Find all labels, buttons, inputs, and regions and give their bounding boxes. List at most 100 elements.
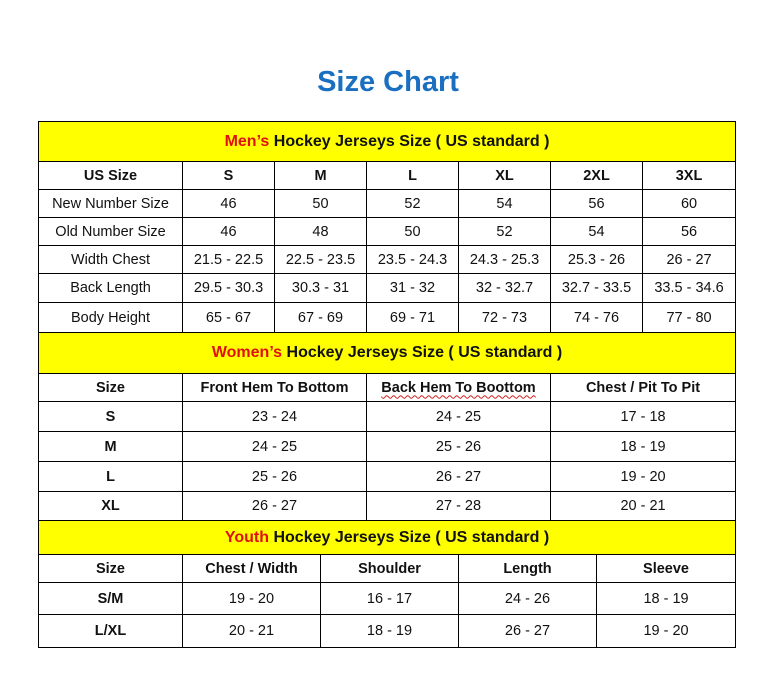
table-cell: 56 bbox=[550, 189, 643, 218]
table-cell: 20 - 21 bbox=[182, 614, 321, 648]
table-row: Old Number Size 46 48 50 52 54 56 bbox=[38, 217, 737, 246]
table-cell: 23.5 - 24.3 bbox=[366, 245, 459, 274]
column-header: Size bbox=[38, 554, 183, 583]
table-cell: 32 - 32.7 bbox=[458, 273, 551, 303]
row-label: XL bbox=[38, 491, 183, 521]
table-cell: 24 - 25 bbox=[182, 431, 367, 462]
table-cell: 24.3 - 25.3 bbox=[458, 245, 551, 274]
table-cell: 25 - 26 bbox=[182, 461, 367, 492]
table-row: New Number Size 46 50 52 54 56 60 bbox=[38, 189, 737, 218]
table-cell: 19 - 20 bbox=[182, 582, 321, 615]
table-cell: 23 - 24 bbox=[182, 401, 367, 432]
table-cell: 46 bbox=[182, 189, 275, 218]
row-label: Width Chest bbox=[38, 245, 183, 274]
table-cell: 18 - 19 bbox=[549, 431, 737, 462]
column-header: XL bbox=[458, 161, 551, 190]
column-header-text: Back Hem To Boottom bbox=[381, 379, 536, 396]
row-label: Old Number Size bbox=[38, 217, 183, 246]
mens-header-row: US Size S M L XL 2XL 3XL bbox=[38, 161, 737, 190]
row-label: L/XL bbox=[38, 614, 183, 648]
table-cell: 27 - 28 bbox=[366, 491, 551, 521]
column-header: Sleeve bbox=[595, 554, 737, 583]
table-row: S/M 19 - 20 16 - 17 24 - 26 18 - 19 bbox=[38, 582, 737, 615]
table-cell: 24 - 25 bbox=[366, 401, 551, 432]
row-label: Back Length bbox=[38, 273, 183, 303]
column-header: Length bbox=[458, 554, 597, 583]
table-cell: 21.5 - 22.5 bbox=[182, 245, 275, 274]
youth-title-rest: Hockey Jerseys Size ( US standard ) bbox=[269, 528, 550, 546]
youth-section-title: Youth Hockey Jerseys Size ( US standard … bbox=[37, 520, 737, 555]
womens-size-table: Women’s Hockey Jerseys Size ( US standar… bbox=[37, 332, 737, 521]
table-cell: 30.3 - 31 bbox=[274, 273, 367, 303]
table-row: XL 26 - 27 27 - 28 20 - 21 bbox=[38, 491, 737, 521]
table-cell: 25 - 26 bbox=[366, 431, 551, 462]
column-header: US Size bbox=[38, 161, 183, 190]
table-row: M 24 - 25 25 - 26 18 - 19 bbox=[38, 431, 737, 462]
table-row: Back Length 29.5 - 30.3 30.3 - 31 31 - 32 32… bbox=[38, 273, 737, 303]
table-cell: 26 - 27 bbox=[182, 491, 367, 521]
youth-title-highlight: Youth bbox=[224, 528, 270, 546]
column-header: M bbox=[274, 161, 367, 190]
womens-title-rest: Hockey Jerseys Size ( US standard ) bbox=[282, 344, 563, 361]
mens-title-rest: Hockey Jerseys Size ( US standard ) bbox=[269, 132, 550, 150]
table-cell: 32.7 - 33.5 bbox=[550, 273, 643, 303]
table-cell: 31 - 32 bbox=[366, 273, 459, 303]
table-cell: 60 bbox=[641, 189, 737, 218]
table-cell: 56 bbox=[641, 217, 737, 246]
womens-header-row: Size Front Hem To Bottom Back Hem To Boott… bbox=[38, 373, 737, 402]
table-cell: 16 - 17 bbox=[320, 582, 459, 615]
column-header: Back Hem To Boottom bbox=[366, 373, 551, 402]
column-header: L bbox=[366, 161, 459, 190]
row-label: S bbox=[38, 401, 183, 432]
table-cell: 19 - 20 bbox=[549, 461, 737, 492]
table-cell: 54 bbox=[458, 189, 551, 218]
column-header: 2XL bbox=[550, 161, 643, 190]
table-cell: 46 bbox=[182, 217, 275, 246]
row-label: L bbox=[38, 461, 183, 492]
table-cell: 18 - 19 bbox=[595, 582, 737, 615]
table-cell: 72 - 73 bbox=[458, 302, 551, 333]
table-row: L 25 - 26 26 - 27 19 - 20 bbox=[38, 461, 737, 492]
table-cell: 52 bbox=[366, 189, 459, 218]
table-cell: 20 - 21 bbox=[549, 491, 737, 521]
column-header: S bbox=[182, 161, 275, 190]
table-cell: 24 - 26 bbox=[458, 582, 597, 615]
row-label: Body Height bbox=[38, 302, 183, 333]
table-cell: 26 - 27 bbox=[458, 614, 597, 648]
table-cell: 69 - 71 bbox=[366, 302, 459, 333]
table-row: Body Height 65 - 67 67 - 69 69 - 71 72 - 73 7… bbox=[38, 302, 737, 333]
size-chart: Men’s Hockey Jerseys Size ( US standard … bbox=[37, 121, 737, 648]
table-row: Width Chest 21.5 - 22.5 22.5 - 23.5 23.5 - … bbox=[38, 245, 737, 274]
column-header: Shoulder bbox=[320, 554, 459, 583]
table-cell: 54 bbox=[550, 217, 643, 246]
mens-size-table: Men’s Hockey Jerseys Size ( US standard … bbox=[37, 121, 737, 333]
table-cell: 29.5 - 30.3 bbox=[182, 273, 275, 303]
column-header: Front Hem To Bottom bbox=[182, 373, 367, 402]
womens-section-title: Women’s Hockey Jerseys Size ( US standar… bbox=[37, 332, 737, 374]
table-cell: 48 bbox=[274, 217, 367, 246]
row-label: New Number Size bbox=[38, 189, 183, 218]
row-label: M bbox=[38, 431, 183, 462]
table-cell: 19 - 20 bbox=[595, 614, 737, 648]
table-row: L/XL 20 - 21 18 - 19 26 - 27 19 - 20 bbox=[38, 614, 737, 648]
table-cell: 65 - 67 bbox=[182, 302, 275, 333]
mens-section-title: Men’s Hockey Jerseys Size ( US standard … bbox=[37, 121, 737, 162]
youth-header-row: Size Chest / Width Shoulder Length Sleeve bbox=[38, 554, 737, 583]
table-cell: 77 - 80 bbox=[641, 302, 737, 333]
table-cell: 74 - 76 bbox=[550, 302, 643, 333]
table-cell: 17 - 18 bbox=[549, 401, 737, 432]
table-cell: 25.3 - 26 bbox=[550, 245, 643, 274]
table-cell: 50 bbox=[366, 217, 459, 246]
row-label: S/M bbox=[38, 582, 183, 615]
table-cell: 26 - 27 bbox=[366, 461, 551, 492]
mens-title-highlight: Men’s bbox=[224, 132, 270, 150]
table-cell: 33.5 - 34.6 bbox=[641, 273, 737, 303]
page-title: Size Chart bbox=[317, 66, 459, 98]
column-header: Size bbox=[38, 373, 183, 402]
table-cell: 50 bbox=[274, 189, 367, 218]
table-cell: 26 - 27 bbox=[641, 245, 737, 274]
youth-size-table: Youth Hockey Jerseys Size ( US standard … bbox=[37, 520, 737, 648]
table-cell: 18 - 19 bbox=[320, 614, 459, 648]
womens-title-highlight: Women’s bbox=[211, 344, 283, 361]
column-header: Chest / Width bbox=[182, 554, 321, 583]
